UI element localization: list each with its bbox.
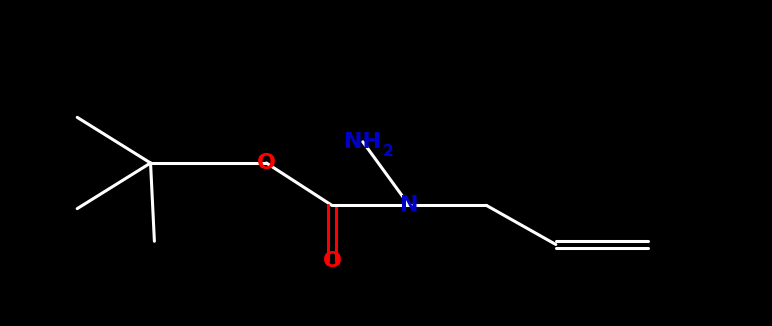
Text: NH: NH [344, 132, 381, 152]
Text: O: O [257, 153, 276, 173]
Text: O: O [323, 251, 341, 271]
Text: N: N [400, 195, 418, 215]
Text: 2: 2 [383, 144, 394, 159]
